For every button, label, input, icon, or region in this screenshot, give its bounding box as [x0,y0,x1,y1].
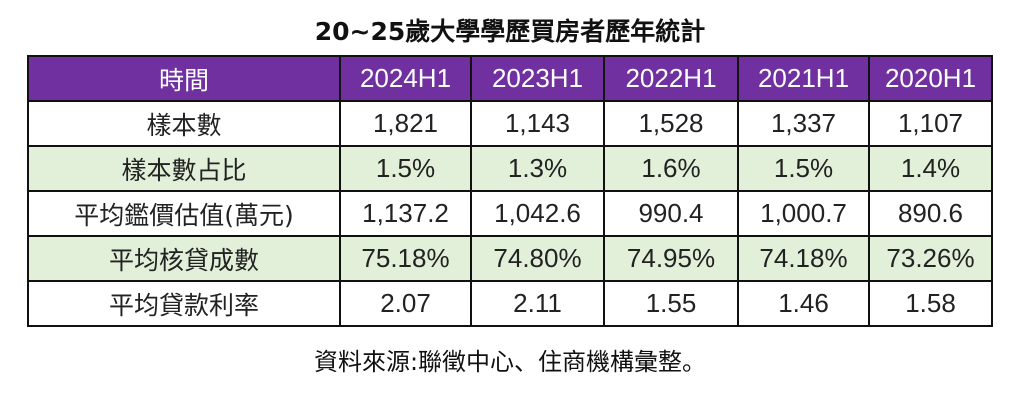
table-title: 20~25歲大學學歷買房者歷年統計 [314,17,706,46]
row-label: 樣本數占比 [27,145,341,192]
table-row: 平均貸款利率 2.07 2.11 1.55 1.46 1.58 [27,280,993,327]
value-cell: 1.5% [737,145,870,192]
value-cell: 1,528 [603,100,739,147]
value-cell: 74.18% [737,235,870,282]
stats-table: 時間 2024H1 2023H1 2022H1 2021H1 2020H1 樣本數 1,821… [27,55,993,327]
table-row: 平均核貸成數 75.18% 74.80% 74.95% 74.18% 73.26% [27,235,993,282]
value-cell: 1.58 [868,280,993,327]
row-label: 平均核貸成數 [27,235,341,282]
value-cell: 1,821 [339,100,472,147]
value-cell: 890.6 [868,190,993,237]
header-cell: 時間 [27,55,341,102]
value-cell: 1.5% [339,145,472,192]
header-cell: 2024H1 [339,55,472,102]
value-cell: 1.6% [603,145,739,192]
source-note: 資料來源:聯徵中心、住商機構彙整。 [313,348,707,376]
value-cell: 1,000.7 [737,190,870,237]
row-label: 平均鑑價估值(萬元) [27,190,341,237]
header-cell: 2023H1 [470,55,605,102]
row-label: 樣本數 [27,100,341,147]
header-cell: 2020H1 [868,55,993,102]
value-cell: 1,107 [868,100,993,147]
value-cell: 1,337 [737,100,870,147]
value-cell: 74.95% [603,235,739,282]
table-row: 平均鑑價估值(萬元) 1,137.2 1,042.6 990.4 1,000.7 890.… [27,190,993,237]
value-cell: 1.4% [868,145,993,192]
header-cell: 2022H1 [603,55,739,102]
value-cell: 1.3% [470,145,605,192]
value-cell: 1,137.2 [339,190,472,237]
value-cell: 1,143 [470,100,605,147]
value-cell: 1.55 [603,280,739,327]
header-row: 時間 2024H1 2023H1 2022H1 2021H1 2020H1 [27,55,993,102]
value-cell: 990.4 [603,190,739,237]
value-cell: 2.11 [470,280,605,327]
value-cell: 1.46 [737,280,870,327]
value-cell: 75.18% [339,235,472,282]
table-row: 樣本數 1,821 1,143 1,528 1,337 1,107 [27,100,993,147]
value-cell: 1,042.6 [470,190,605,237]
value-cell: 2.07 [339,280,472,327]
value-cell: 73.26% [868,235,993,282]
row-label: 平均貸款利率 [27,280,341,327]
value-cell: 74.80% [470,235,605,282]
table-row: 樣本數占比 1.5% 1.3% 1.6% 1.5% 1.4% [27,145,993,192]
header-cell: 2021H1 [737,55,870,102]
